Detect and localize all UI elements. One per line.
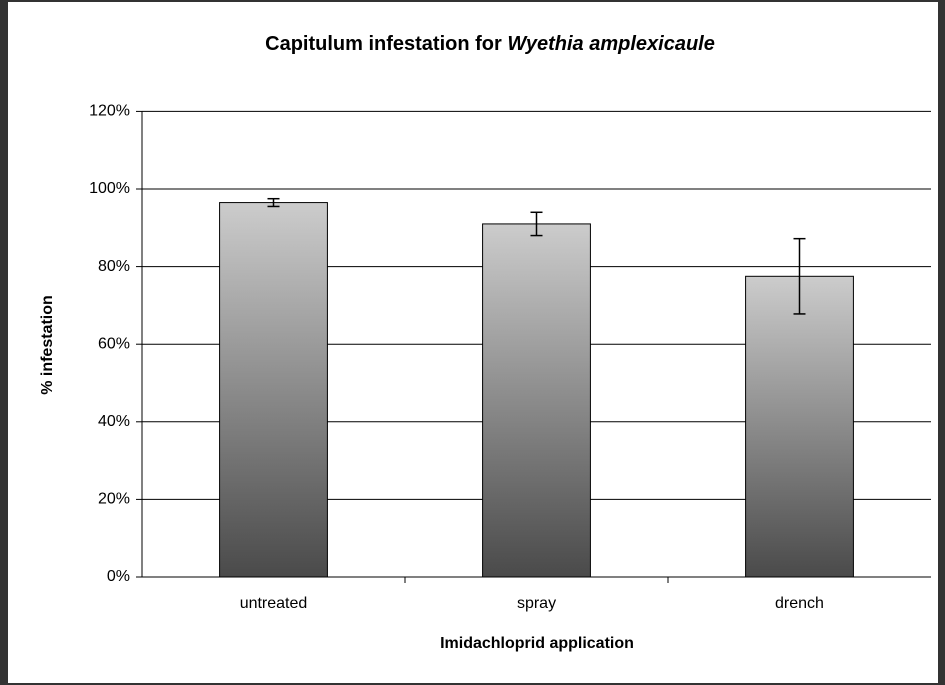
y-tick-label: 120%	[89, 103, 130, 120]
bar	[219, 202, 328, 578]
y-tick-label: 40%	[98, 413, 130, 430]
bar	[745, 275, 854, 578]
bar	[482, 223, 591, 578]
y-tick-label: 20%	[98, 491, 130, 508]
y-tick-label: 100%	[89, 180, 130, 197]
x-tick-label: untreated	[240, 595, 308, 612]
title-species: Wyethia amplexicaule	[507, 33, 715, 55]
x-tick-label: drench	[775, 595, 824, 612]
x-axis-label: Imidachloprid application	[440, 635, 634, 652]
chart-title: Capitulum infestation for Wyethia amplex…	[265, 33, 715, 55]
x-tick-label: spray	[517, 595, 556, 612]
y-tick-label: 0%	[107, 568, 130, 585]
y-tick-label: 60%	[98, 335, 130, 352]
y-tick-label: 80%	[98, 258, 130, 275]
y-axis-label: % infestation	[39, 295, 56, 395]
title-text: Capitulum infestation for	[265, 33, 502, 55]
